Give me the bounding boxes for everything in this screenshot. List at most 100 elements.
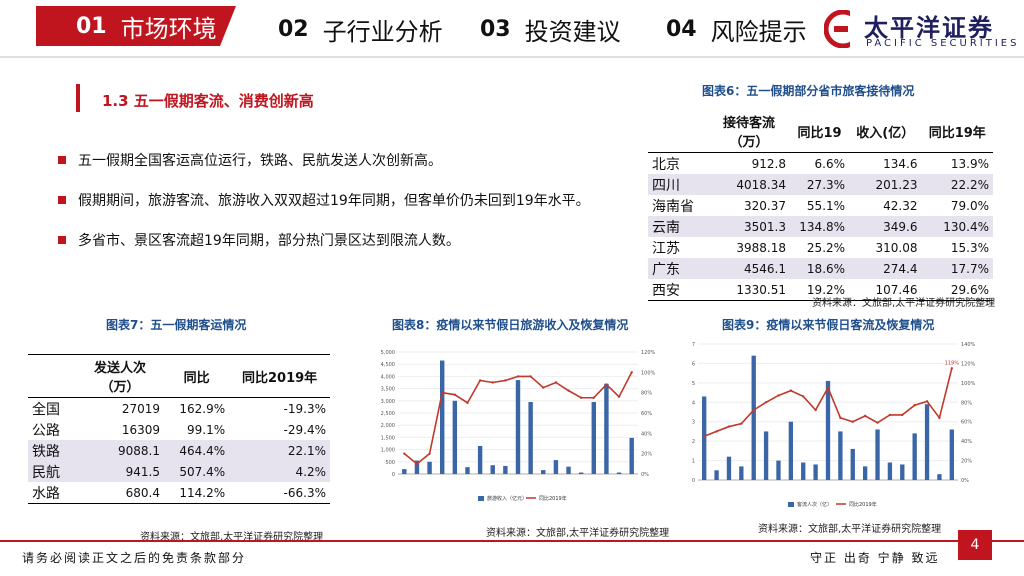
line-point [504, 379, 507, 382]
visitors-cell: 4546.1 [708, 258, 790, 279]
city-cell: 广东 [648, 258, 708, 279]
legend-label: 旅游收入（亿元） [487, 495, 527, 502]
line-point [491, 381, 494, 384]
bar [528, 402, 533, 474]
y2-tick-label: 120% [641, 350, 656, 356]
revenue-yoy-cell: 22.2% [921, 174, 993, 195]
revenue-cell: 134.6 [883, 156, 918, 171]
bar [452, 400, 458, 474]
line-point [789, 389, 793, 392]
tab-market-environment[interactable]: 01 市场环境 [36, 6, 236, 46]
city-cell: 西安 [652, 282, 680, 299]
tab-label: 风险提示 [710, 17, 807, 46]
yoy-cell: 55.1% [806, 198, 846, 213]
tab-risk-warning[interactable]: 04 风险提示 [666, 12, 807, 46]
tab-number: 02 [278, 16, 309, 42]
city-cell: 四川 [648, 174, 708, 195]
fig8-source: 资料来源：文旅部,太平洋证券研究院整理 [486, 528, 670, 539]
y2-tick-label: 40% [961, 439, 972, 445]
y-tick-label: 500 [385, 460, 395, 466]
line-point [428, 452, 431, 455]
bar [850, 448, 855, 480]
tab-investment-advice[interactable]: 03 投资建议 [480, 12, 621, 46]
line-point [814, 408, 817, 412]
bar [541, 470, 546, 474]
fig9-source: 资料来源：文旅部,太平洋证券研究院整理 [758, 524, 942, 535]
line-point [403, 452, 406, 455]
fig9-chart: 0 1 2 3 4 5 6 7 0% 20% 40% 60% 80% 100% 120% 140% 119% 客流… [692, 342, 976, 508]
line-point [826, 386, 830, 389]
bar [825, 380, 831, 480]
y-tick-label: 2 [692, 439, 695, 445]
y-tick-label: 4,000 [381, 374, 395, 380]
line-point [752, 408, 755, 412]
y2-tick-label: 140% [961, 342, 976, 348]
vs2019-cell: -66.3% [283, 485, 326, 500]
pacific-logo-icon [824, 10, 862, 48]
table-row: 民航 941.5 507.4% 4.2% [28, 461, 330, 482]
bar [566, 466, 571, 474]
bar [490, 465, 495, 474]
yoy-cell: 27.3% [790, 174, 850, 195]
yoy-cell: 464.4% [164, 440, 230, 461]
line-point [802, 395, 805, 398]
revenue-yoy-cell: 29.6% [950, 282, 989, 297]
table-row: 海南省 320.37 55.1% 42.32 79.0% [648, 195, 993, 216]
tab-number: 04 [666, 16, 697, 42]
line-point [441, 391, 444, 394]
footer-divider [0, 540, 1024, 542]
table-header-row: 发送人次（万） 同比 同比2019年 [28, 354, 330, 398]
bar [477, 445, 483, 474]
bar [616, 472, 622, 474]
revenue-yoy-cell: 15.3% [950, 240, 989, 255]
visitors-cell: 1330.51 [736, 282, 786, 297]
bar [900, 464, 905, 480]
bar [402, 469, 407, 474]
passengers-cell: 9088.1 [76, 440, 164, 461]
line-point [554, 381, 558, 384]
line-point [901, 413, 904, 417]
bar [924, 404, 930, 480]
table-row: 云南 3501.3 134.8% 349.6 130.4% [648, 216, 993, 237]
table-header [28, 354, 76, 398]
revenue-yoy-cell: 13.9% [950, 156, 989, 171]
bar [937, 474, 942, 480]
tab-number: 01 [76, 13, 107, 39]
bar [763, 431, 769, 480]
table-header: 接待客流（万） [708, 110, 790, 153]
line-point [715, 430, 718, 433]
legend-label: 同比2019年 [539, 495, 567, 502]
tab-number: 03 [480, 16, 511, 42]
bar [751, 355, 756, 480]
legend-label: 客流人次（亿） [797, 501, 832, 508]
line-point [863, 414, 867, 418]
bullet-item: 多省市、景区客流超19年同期，部分热门景区达到限流人数。 [58, 230, 460, 250]
fig7-source: 资料来源：文旅部,太平洋证券研究院整理 [140, 532, 324, 543]
y2-tick-label: 60% [961, 420, 972, 426]
bar [949, 429, 954, 480]
bar [465, 467, 470, 474]
y2-tick-label: 20% [961, 459, 972, 465]
bar [887, 462, 893, 480]
bar [838, 431, 843, 480]
yoy-cell: 162.9% [179, 401, 226, 416]
tab-subindustry[interactable]: 02 子行业分析 [278, 12, 443, 46]
passengers-cell: 27019 [121, 401, 160, 416]
line-point [876, 421, 879, 424]
line-point [415, 462, 419, 466]
line-point [478, 379, 482, 382]
passengers-cell: 16309 [121, 422, 160, 437]
y2-tick-label: 100% [641, 370, 656, 376]
bar [912, 433, 917, 480]
y2-tick-label: 0% [961, 478, 969, 484]
bar [862, 466, 868, 480]
table-header: 同比19 [790, 110, 850, 153]
revenue-cell: 201.23 [849, 174, 922, 195]
bar [739, 466, 744, 480]
table-row: 江苏 3988.18 25.2% 310.08 15.3% [648, 237, 993, 258]
bar [553, 460, 559, 474]
disclaimer-note: 请务必阅读正文之后的免责条款部分 [22, 551, 247, 565]
bar [875, 429, 880, 480]
fig9-title: 图表9：疫情以来节假日客流及恢复情况 [722, 318, 935, 332]
section-title: 1.3 五一假期客流、消费创新高 [102, 92, 314, 110]
